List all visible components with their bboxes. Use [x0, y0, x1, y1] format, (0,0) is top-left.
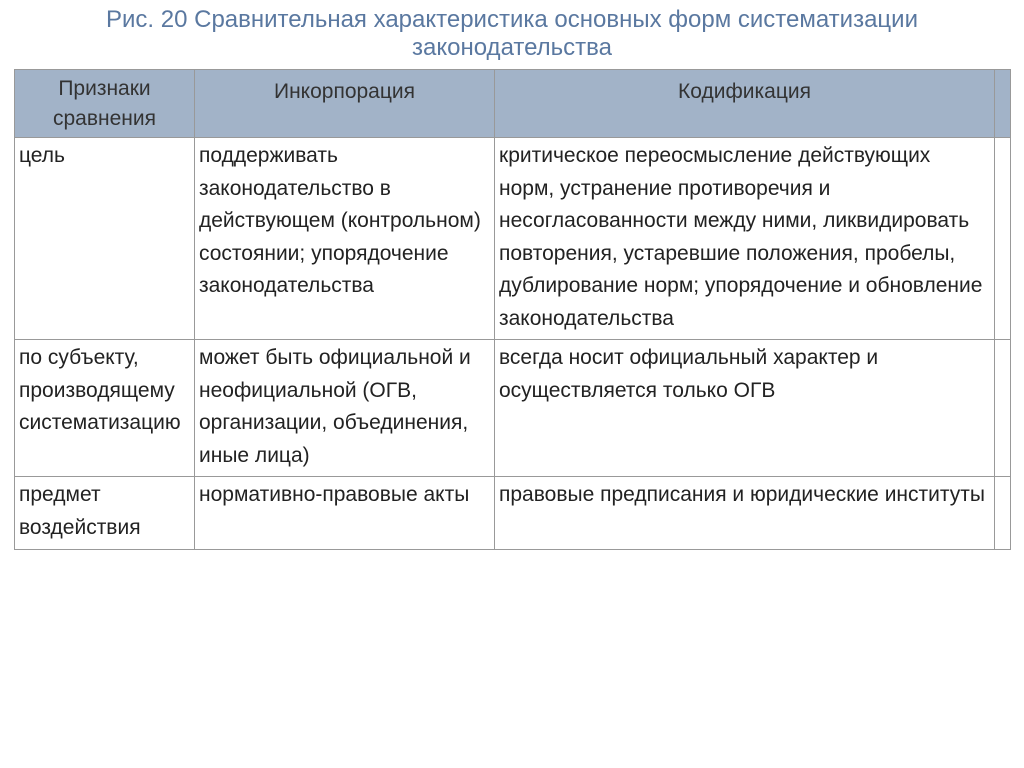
cell-attribute: по субъекту, производящему систематизаци…: [15, 340, 195, 477]
cell-spacer: [995, 477, 1011, 549]
cell-codification: критическое переосмысление действующих н…: [495, 137, 995, 339]
col-header-spacer: [995, 70, 1011, 138]
cell-spacer: [995, 137, 1011, 339]
cell-codification: всегда носит официальный характер и осущ…: [495, 340, 995, 477]
cell-attribute: предмет воздействия: [15, 477, 195, 549]
col-header-codification: Кодификация: [495, 70, 995, 138]
comparison-table-container: Признаки сравнения Инкорпорация Кодифика…: [14, 69, 1010, 549]
table-header-row: Признаки сравнения Инкорпорация Кодифика…: [15, 70, 1011, 138]
cell-incorporation: может быть официальной и неофициальной (…: [195, 340, 495, 477]
cell-incorporation: поддерживать законодательство в действую…: [195, 137, 495, 339]
table-row: по субъекту, производящему систематизаци…: [15, 340, 1011, 477]
col-header-incorporation: Инкорпорация: [195, 70, 495, 138]
cell-codification: правовые предписания и юридические инсти…: [495, 477, 995, 549]
page-title: Рис. 20 Сравнительная характеристика осн…: [0, 0, 1024, 69]
cell-spacer: [995, 340, 1011, 477]
cell-incorporation: нормативно-правовые акты: [195, 477, 495, 549]
table-row: предмет воздействия нормативно-правовые …: [15, 477, 1011, 549]
cell-attribute: цель: [15, 137, 195, 339]
table-row: цель поддерживать законодательство в дей…: [15, 137, 1011, 339]
col-header-attributes: Признаки сравнения: [15, 70, 195, 138]
comparison-table: Признаки сравнения Инкорпорация Кодифика…: [14, 69, 1011, 549]
